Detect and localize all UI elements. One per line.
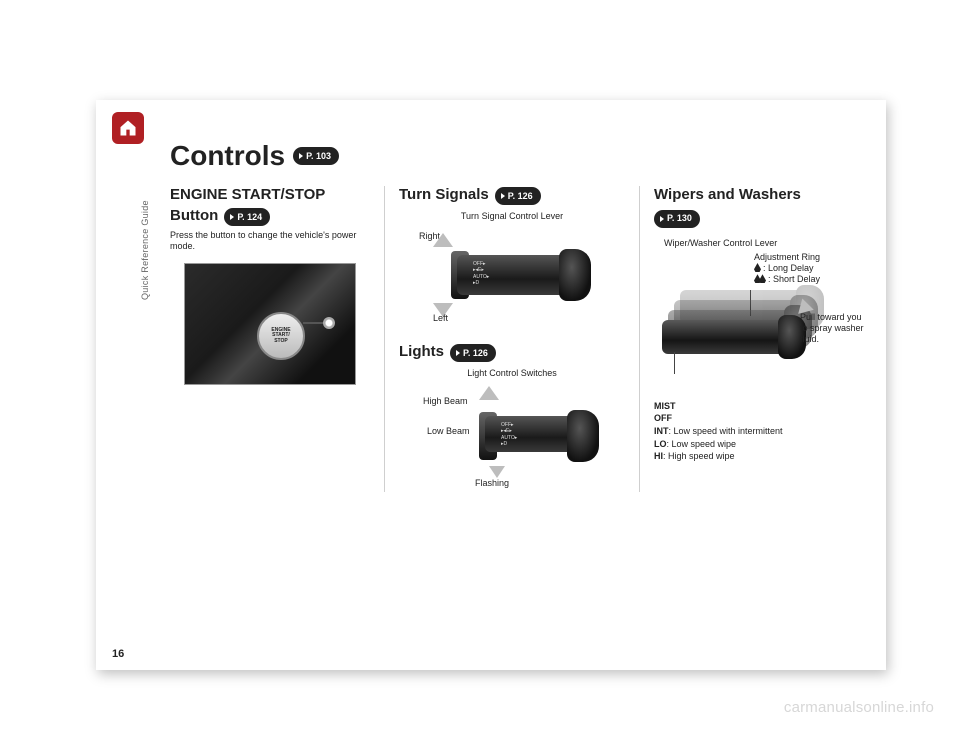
mode-lo-b: LO [654,439,667,449]
turn-caption: Turn Signal Control Lever [399,211,625,221]
content-area: Controls P. 103 ENGINE START/STOP Button… [170,140,870,492]
engine-heading: ENGINE START/STOP [170,186,370,205]
high-beam-label: High Beam [423,396,468,406]
lever-cap [559,249,591,301]
col-signals-lights: Turn Signals P. 126 Turn Signal Control … [384,186,639,492]
engine-photo: ENGINE START/ STOP [184,263,356,385]
watermark: carmanualsonline.info [784,699,934,716]
col-engine: ENGINE START/STOP Button P. 124 Press th… [170,186,384,492]
mode-hi: HI: High speed wipe [654,450,870,463]
lights-ref-pill[interactable]: P. 126 [450,344,496,362]
mode-off-b: OFF [654,413,672,423]
wipers-heading-text: Wipers and Washers [654,186,801,205]
mode-int-b: INT [654,426,669,436]
turn-lever-illus: Right OFF▸ ▸◂E▸ AUTO▸ ▸D Left [417,225,607,325]
wiper-bar [662,320,802,354]
mode-off: OFF [654,412,870,425]
turn-heading-text: Turn Signals [399,186,489,205]
turn-left-label: Left [433,313,448,323]
mode-mist-b: MIST [654,401,676,411]
pull-label: Pull toward you to spray washer fluid. [800,312,870,346]
adjust-long: : Long Delay [754,263,820,274]
mode-lo: LO: Low speed wipe [654,438,870,451]
house-icon [118,118,138,138]
col-wipers: Wipers and Washers P. 130 Wiper/Washer C… [639,186,870,492]
flashing-label: Flashing [475,478,509,488]
mode-int: INT: Low speed with intermittent [654,425,870,438]
wiper-stack [662,274,812,374]
flash-arrow-icon [489,466,505,478]
page-number: 16 [112,648,124,660]
page-title: Controls P. 103 [170,140,870,172]
adjust-long-text: : Long Delay [763,263,814,273]
engine-heading-l1: ENGINE START/STOP [170,186,325,205]
mode-hi-b: HI [654,451,663,461]
drop-icon [754,263,761,272]
engine-button-label: ENGINE START/ STOP [271,328,290,345]
side-tab-label: Quick Reference Guide [140,180,156,320]
engine-heading-l2: Button [170,207,218,226]
lights-lever-markings: OFF▸ ▸◂E▸ AUTO▸ ▸D [501,422,517,448]
wiper-illus: Adjustment Ring : Long Delay : Short Del… [654,252,864,392]
low-beam-label: Low Beam [427,426,470,436]
lights-heading-text: Lights [399,343,444,362]
lever-cap [567,410,599,462]
engine-button-icon: ENGINE START/ STOP [257,312,305,360]
annot-line [674,352,675,374]
turn-ref-pill[interactable]: P. 126 [495,187,541,205]
lights-lever-illus: High Beam Low Beam OFF▸ ▸◂E▸ AUTO▸ ▸D Fl… [417,382,607,492]
arrow-up-icon [479,386,499,400]
arrow-up-icon [433,233,453,247]
wipers-heading: Wipers and Washers [654,186,870,205]
columns: ENGINE START/STOP Button P. 124 Press th… [170,186,870,492]
mode-list: MIST OFF INT: Low speed with intermitten… [654,400,870,463]
turn-heading: Turn Signals P. 126 [399,186,625,205]
callout-pointer [303,322,333,324]
title-ref-pill[interactable]: P. 103 [293,147,339,165]
engine-ref-pill[interactable]: P. 124 [224,208,270,226]
home-icon[interactable] [112,112,144,144]
mode-mist: MIST [654,400,870,413]
title-text: Controls [170,140,285,172]
engine-desc: Press the button to change the vehicle's… [170,230,370,253]
lights-caption: Light Control Switches [399,368,625,378]
wipers-ref-pill[interactable]: P. 130 [654,210,700,228]
turn-lever-markings: OFF▸ ▸◂E▸ AUTO▸ ▸D [473,261,489,287]
mode-int-t: : Low speed with intermittent [669,426,783,436]
wipers-caption: Wiper/Washer Control Lever [664,238,870,248]
mode-hi-t: : High speed wipe [663,451,735,461]
mode-lo-t: : Low speed wipe [667,439,737,449]
engine-heading-2: Button P. 124 [170,207,370,226]
lights-heading: Lights P. 126 [399,343,625,362]
adjust-title: Adjustment Ring [754,252,820,263]
